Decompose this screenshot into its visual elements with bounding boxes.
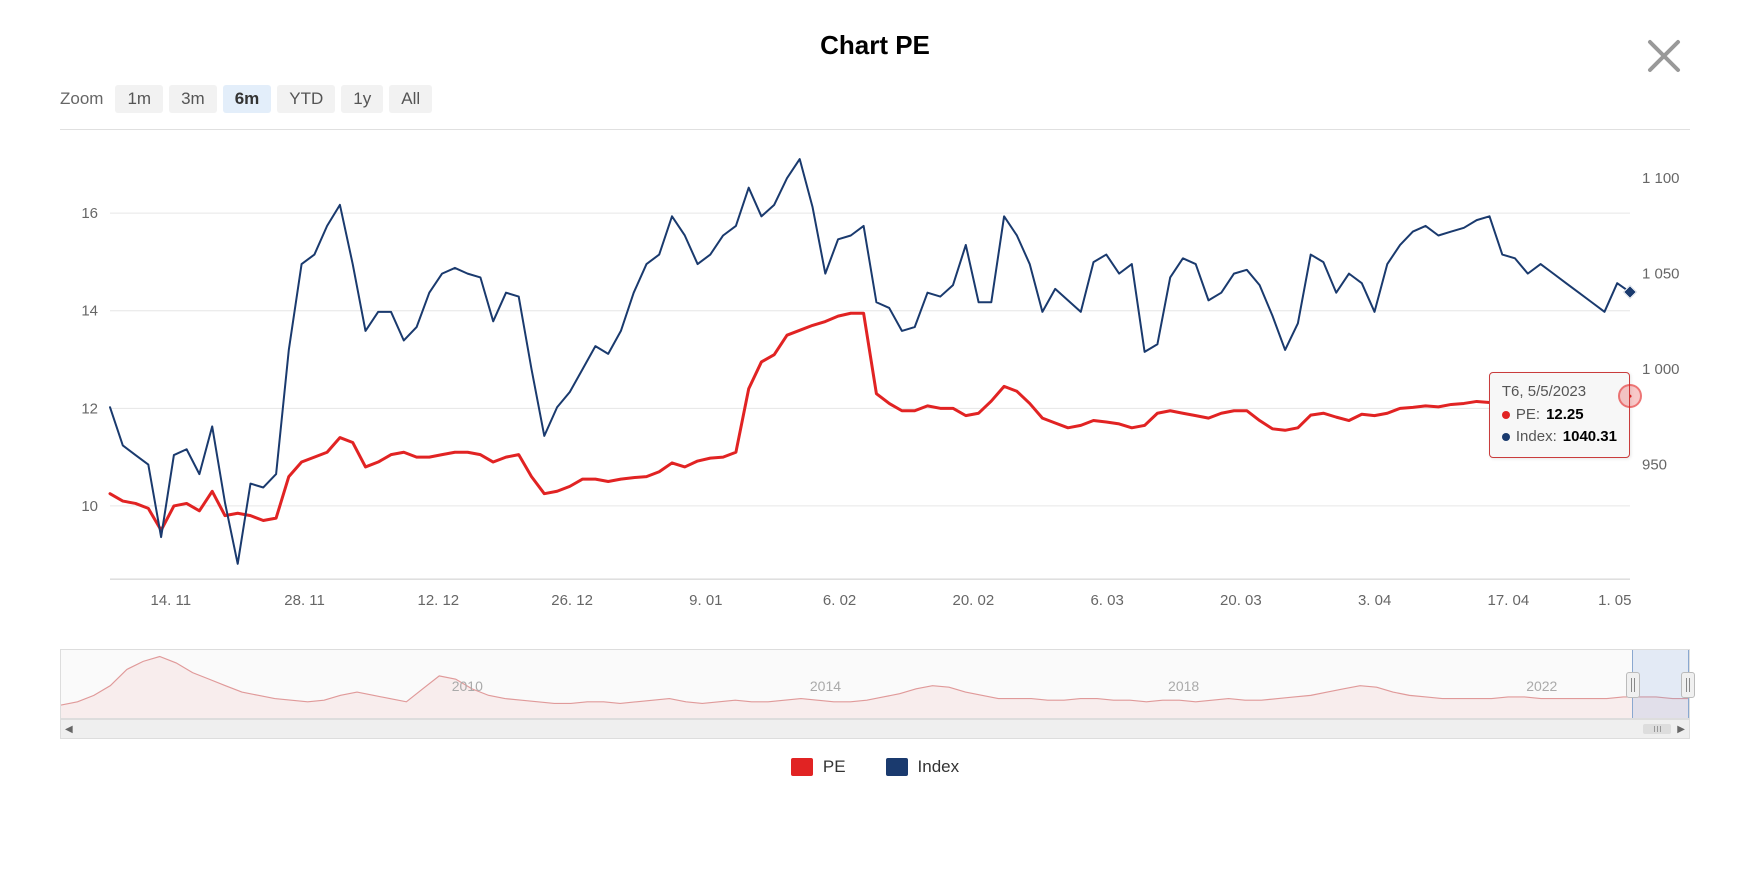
svg-text:6. 02: 6. 02 [823, 592, 856, 609]
svg-text:6. 03: 6. 03 [1090, 592, 1123, 609]
zoom-all[interactable]: All [389, 85, 432, 113]
legend-swatch [791, 758, 813, 776]
svg-text:20. 03: 20. 03 [1220, 592, 1262, 609]
zoom-label: Zoom [60, 89, 103, 109]
tooltip-date: T6, 5/5/2023 [1502, 381, 1617, 404]
zoom-1y[interactable]: 1y [341, 85, 383, 113]
chart-title: Chart PE [60, 30, 1690, 61]
zoom-3m[interactable]: 3m [169, 85, 217, 113]
svg-text:1. 05: 1. 05 [1598, 592, 1631, 609]
navigator-grip-left[interactable] [1626, 672, 1640, 698]
close-icon [1644, 36, 1684, 76]
navigator-year-label: 2022 [1526, 678, 1557, 694]
legend-item-index[interactable]: Index [886, 757, 960, 777]
navigator-selection[interactable] [1632, 650, 1689, 718]
svg-text:26. 12: 26. 12 [551, 592, 593, 609]
end-marker-pe [1618, 384, 1642, 408]
zoom-6m[interactable]: 6m [223, 85, 272, 113]
scroll-left-icon[interactable]: ◀ [65, 724, 73, 735]
close-button[interactable] [1644, 36, 1684, 76]
chart-tooltip: T6, 5/5/2023 PE: 12.25Index: 1040.31 [1489, 372, 1630, 458]
legend-swatch [886, 758, 908, 776]
svg-text:1 100: 1 100 [1642, 170, 1680, 187]
svg-text:3. 04: 3. 04 [1358, 592, 1391, 609]
range-navigator[interactable]: 2010 2014 2018 2022 [60, 649, 1690, 719]
svg-text:1 050: 1 050 [1642, 266, 1680, 283]
svg-text:14. 11: 14. 11 [151, 592, 192, 609]
svg-text:9. 01: 9. 01 [689, 592, 722, 609]
chart-legend: PE Index [60, 757, 1690, 777]
navigator-grip-right[interactable] [1681, 672, 1695, 698]
main-chart[interactable]: 10 12 14 16 950 1 000 1 050 1 100 14. 11 28. 11 12… [60, 129, 1690, 629]
zoom-1m[interactable]: 1m [115, 85, 163, 113]
svg-text:17. 04: 17. 04 [1488, 592, 1530, 609]
legend-label: Index [918, 757, 960, 777]
svg-text:16: 16 [81, 205, 98, 222]
tooltip-row: Index: 1040.31 [1502, 426, 1617, 449]
legend-item-pe[interactable]: PE [791, 757, 846, 777]
navigator-year-label: 2010 [452, 678, 483, 694]
svg-text:950: 950 [1642, 457, 1667, 474]
tooltip-row: PE: 12.25 [1502, 404, 1617, 427]
navigator-scrollbar[interactable]: ◀ ▶ [60, 719, 1690, 739]
svg-text:1 000: 1 000 [1642, 361, 1680, 378]
svg-text:10: 10 [81, 498, 98, 515]
legend-label: PE [823, 757, 846, 777]
svg-text:28. 11: 28. 11 [284, 592, 325, 609]
svg-text:12: 12 [81, 400, 98, 417]
svg-text:12. 12: 12. 12 [417, 592, 459, 609]
navigator-year-label: 2018 [1168, 678, 1199, 694]
svg-text:20. 02: 20. 02 [953, 592, 995, 609]
zoom-controls: Zoom 1m3m6mYTD1yAll [60, 85, 1690, 113]
scroll-thumb[interactable] [1643, 724, 1671, 734]
scroll-right-icon[interactable]: ▶ [1677, 724, 1685, 735]
zoom-ytd[interactable]: YTD [277, 85, 335, 113]
svg-text:14: 14 [81, 303, 98, 320]
navigator-year-label: 2014 [810, 678, 841, 694]
